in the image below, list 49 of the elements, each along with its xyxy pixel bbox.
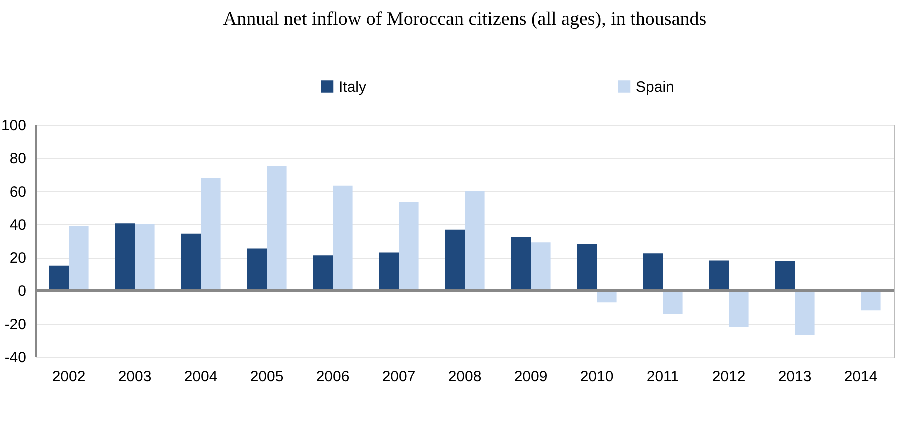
bar — [531, 242, 551, 291]
x-tick-label: 2014 — [844, 368, 878, 386]
x-tick-label: 2008 — [448, 368, 482, 386]
y-tick-label: 100 — [1, 118, 26, 134]
bar — [663, 290, 683, 314]
x-tick-label: 2012 — [712, 368, 746, 386]
bar — [135, 224, 155, 291]
x-tick-label: 2005 — [250, 368, 284, 386]
y-tick-label: 60 — [10, 184, 26, 201]
bar — [511, 237, 531, 291]
bar — [399, 202, 419, 291]
bar — [709, 260, 729, 291]
bar — [267, 166, 287, 291]
bar — [597, 290, 617, 303]
bar — [775, 262, 795, 291]
y-tick-label: -40 — [4, 350, 26, 366]
y-tick-label: 0 — [18, 283, 26, 300]
x-tick-label: 2002 — [52, 368, 86, 386]
bar — [115, 224, 135, 291]
bar — [729, 290, 749, 328]
bar — [313, 256, 333, 291]
x-tick-label: 2003 — [118, 368, 152, 386]
x-tick-label: 2010 — [580, 368, 614, 386]
chart-title: Annual net inflow of Moroccan citizens (all ages), in thousands — [223, 9, 707, 30]
bar — [333, 186, 353, 291]
bar — [49, 266, 69, 291]
x-tick-label: 2009 — [514, 368, 548, 386]
y-tick-label: 40 — [10, 216, 26, 234]
legend-label: Spain — [636, 78, 674, 96]
y-tick-label: 20 — [10, 250, 26, 268]
x-tick-label: 2011 — [646, 368, 680, 386]
bar — [247, 248, 267, 291]
bar — [643, 254, 663, 291]
y-tick-label: -20 — [4, 316, 26, 334]
y-tick-label: 80 — [10, 150, 26, 168]
bar — [577, 244, 597, 291]
x-tick-label: 2007 — [382, 368, 416, 386]
bar — [69, 226, 89, 291]
bar — [181, 234, 201, 291]
bar — [201, 178, 221, 291]
x-tick-label: 2006 — [316, 368, 350, 386]
bar — [379, 252, 399, 291]
bar — [465, 191, 485, 291]
bar — [445, 230, 465, 291]
legend-label: Italy — [339, 78, 368, 96]
bar — [861, 290, 881, 311]
bar — [795, 290, 815, 336]
x-tick-label: 2004 — [184, 368, 218, 386]
x-tick-label: 2013 — [778, 368, 812, 386]
